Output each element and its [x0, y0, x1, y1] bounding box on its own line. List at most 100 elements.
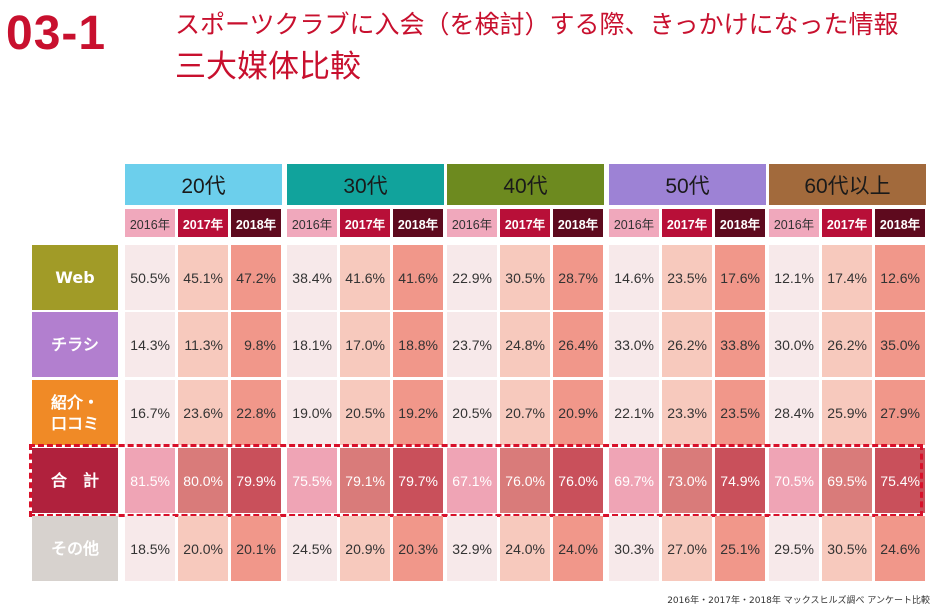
year-header: 2017年 [178, 209, 228, 237]
year-header: 2018年 [393, 209, 443, 237]
age-group-header: 40代 [447, 164, 604, 205]
data-cell: 22.8% [231, 380, 281, 445]
year-header: 2017年 [822, 209, 872, 237]
data-cell: 41.6% [340, 245, 390, 310]
data-cell: 20.9% [340, 516, 390, 581]
data-cell: 73.0% [662, 448, 712, 513]
data-cell: 17.6% [715, 245, 765, 310]
data-cell: 23.3% [662, 380, 712, 445]
source-note: 2016年・2017年・2018年 マックスヒルズ調べ アンケート比較 [667, 596, 930, 606]
page-title: スポーツクラブに入会（を検討）する際、きっかけになった情報 [175, 10, 899, 39]
data-cell: 26.2% [822, 312, 872, 377]
row-label: Web [32, 245, 118, 310]
data-cell: 24.0% [553, 516, 603, 581]
data-cell: 75.5% [287, 448, 337, 513]
row-label: 合 計 [32, 448, 118, 513]
age-group-header: 30代 [287, 164, 444, 205]
year-header: 2017年 [662, 209, 712, 237]
data-cell: 67.1% [447, 448, 497, 513]
year-header: 2018年 [231, 209, 281, 237]
data-cell: 38.4% [287, 245, 337, 310]
data-cell: 22.9% [447, 245, 497, 310]
year-header: 2016年 [125, 209, 175, 237]
data-cell: 17.4% [822, 245, 872, 310]
page-subtitle: 三大媒体比較 [175, 49, 361, 85]
age-group-header: 20代 [125, 164, 282, 205]
data-cell: 24.8% [500, 312, 550, 377]
data-cell: 76.0% [553, 448, 603, 513]
data-cell: 32.9% [447, 516, 497, 581]
data-cell: 25.9% [822, 380, 872, 445]
data-cell: 35.0% [875, 312, 925, 377]
row-label: チラシ [32, 312, 118, 377]
data-cell: 20.7% [500, 380, 550, 445]
data-cell: 28.4% [769, 380, 819, 445]
year-header: 2017年 [340, 209, 390, 237]
data-cell: 12.1% [769, 245, 819, 310]
data-cell: 23.5% [715, 380, 765, 445]
data-cell: 16.7% [125, 380, 175, 445]
data-cell: 25.1% [715, 516, 765, 581]
data-cell: 33.0% [609, 312, 659, 377]
data-cell: 12.6% [875, 245, 925, 310]
data-cell: 24.0% [500, 516, 550, 581]
data-cell: 74.9% [715, 448, 765, 513]
data-cell: 19.0% [287, 380, 337, 445]
row-label: 紹介・ 口コミ [32, 380, 118, 445]
data-cell: 11.3% [178, 312, 228, 377]
year-header: 2016年 [447, 209, 497, 237]
year-header: 2017年 [500, 209, 550, 237]
data-cell: 50.5% [125, 245, 175, 310]
year-header: 2018年 [553, 209, 603, 237]
data-cell: 41.6% [393, 245, 443, 310]
data-cell: 28.7% [553, 245, 603, 310]
year-header: 2018年 [875, 209, 925, 237]
data-cell: 69.7% [609, 448, 659, 513]
data-cell: 24.6% [875, 516, 925, 581]
data-cell: 20.9% [553, 380, 603, 445]
data-cell: 45.1% [178, 245, 228, 310]
data-cell: 30.0% [769, 312, 819, 377]
data-cell: 47.2% [231, 245, 281, 310]
data-cell: 9.8% [231, 312, 281, 377]
data-cell: 29.5% [769, 516, 819, 581]
data-cell: 33.8% [715, 312, 765, 377]
data-cell: 23.7% [447, 312, 497, 377]
data-cell: 79.7% [393, 448, 443, 513]
data-cell: 20.1% [231, 516, 281, 581]
section-number: 03-1 [6, 7, 107, 60]
data-cell: 26.4% [553, 312, 603, 377]
data-cell: 18.8% [393, 312, 443, 377]
data-cell: 79.1% [340, 448, 390, 513]
data-cell: 26.2% [662, 312, 712, 377]
data-cell: 75.4% [875, 448, 925, 513]
data-cell: 14.6% [609, 245, 659, 310]
year-header: 2016年 [609, 209, 659, 237]
row-label: その他 [32, 516, 118, 581]
data-cell: 19.2% [393, 380, 443, 445]
data-cell: 69.5% [822, 448, 872, 513]
data-cell: 80.0% [178, 448, 228, 513]
data-cell: 76.0% [500, 448, 550, 513]
data-cell: 20.3% [393, 516, 443, 581]
data-cell: 70.5% [769, 448, 819, 513]
age-group-header: 50代 [609, 164, 766, 205]
data-cell: 20.5% [447, 380, 497, 445]
data-cell: 14.3% [125, 312, 175, 377]
data-cell: 30.5% [500, 245, 550, 310]
data-cell: 27.9% [875, 380, 925, 445]
data-cell: 27.0% [662, 516, 712, 581]
data-cell: 18.5% [125, 516, 175, 581]
data-cell: 20.5% [340, 380, 390, 445]
data-cell: 22.1% [609, 380, 659, 445]
data-cell: 24.5% [287, 516, 337, 581]
data-cell: 79.9% [231, 448, 281, 513]
data-cell: 30.5% [822, 516, 872, 581]
data-cell: 23.5% [662, 245, 712, 310]
data-cell: 18.1% [287, 312, 337, 377]
data-cell: 23.6% [178, 380, 228, 445]
age-group-header: 60代以上 [769, 164, 926, 205]
year-header: 2016年 [287, 209, 337, 237]
data-cell: 17.0% [340, 312, 390, 377]
